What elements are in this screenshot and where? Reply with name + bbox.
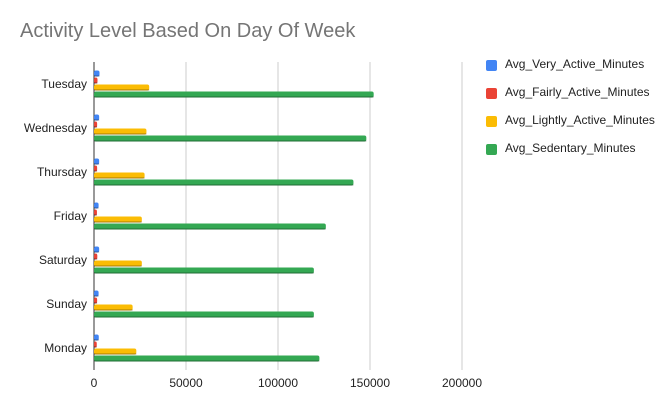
bar-shadow xyxy=(94,316,314,318)
category-labels: Tuesday Wednesday Thursday Friday Saturday Su… xyxy=(24,77,87,355)
bar-shadow xyxy=(94,96,374,98)
bar xyxy=(94,179,354,186)
bar xyxy=(94,304,133,311)
legend-label: Avg_Lightly_Active_Minutes xyxy=(505,113,655,127)
bar-shadow xyxy=(94,214,97,216)
bar-shadow xyxy=(94,258,98,260)
bar-shadow xyxy=(94,353,137,355)
bar xyxy=(94,91,374,98)
bar-shadow xyxy=(94,82,98,84)
bar-shadow xyxy=(94,360,320,362)
bar xyxy=(94,84,150,91)
gridlines xyxy=(93,62,463,370)
bars xyxy=(94,70,374,362)
bar-shadow xyxy=(94,133,147,135)
bar-shadow xyxy=(94,75,100,77)
bar xyxy=(94,355,320,362)
legend-swatch xyxy=(486,116,497,127)
legend-item: Avg_Sedentary_Minutes xyxy=(486,141,666,156)
bar xyxy=(94,297,98,304)
chart-title: Activity Level Based On Day Of Week xyxy=(20,20,356,42)
bar-shadow xyxy=(94,309,133,311)
category-label: Wednesday xyxy=(24,121,87,135)
category-label: Tuesday xyxy=(41,77,87,91)
bar xyxy=(94,172,145,179)
category-label: Saturday xyxy=(39,253,87,267)
bar-shadow xyxy=(94,140,367,142)
bar-shadow xyxy=(94,177,145,179)
bar xyxy=(94,114,100,121)
bar-shadow xyxy=(94,251,100,253)
legend-swatch xyxy=(486,60,497,71)
bar xyxy=(94,290,99,297)
legend-label: Avg_Sedentary_Minutes xyxy=(505,141,636,155)
bar xyxy=(94,253,98,260)
bar-shadow xyxy=(94,272,314,274)
bar xyxy=(94,128,147,135)
bar xyxy=(94,223,326,230)
bar xyxy=(94,311,314,318)
x-tick-label: 100000 xyxy=(258,376,298,390)
category-label: Thursday xyxy=(37,165,87,179)
bar-shadow xyxy=(94,170,98,172)
legend-item: Avg_Lightly_Active_Minutes xyxy=(486,113,666,128)
bar xyxy=(94,260,142,267)
bar-shadow xyxy=(94,89,150,91)
bar xyxy=(94,165,98,172)
x-tick-label: 150000 xyxy=(350,376,390,390)
bar-shadow xyxy=(94,339,99,341)
legend-swatch xyxy=(486,144,497,155)
bar-shadow xyxy=(94,207,99,209)
bar xyxy=(94,77,98,84)
bar-shadow xyxy=(94,228,326,230)
bar-shadow xyxy=(94,163,100,165)
bar xyxy=(94,158,100,165)
bar-shadow xyxy=(94,295,99,297)
bar-shadow xyxy=(94,265,142,267)
legend-label: Avg_Fairly_Active_Minutes xyxy=(505,85,650,99)
bar xyxy=(94,348,137,355)
bar-shadow xyxy=(94,184,354,186)
bar xyxy=(94,267,314,274)
bar xyxy=(94,341,97,348)
legend-item: Avg_Very_Active_Minutes xyxy=(486,57,666,72)
legend-label: Avg_Very_Active_Minutes xyxy=(505,57,645,71)
bar xyxy=(94,216,142,223)
bar xyxy=(94,209,97,216)
legend-item: Avg_Fairly_Active_Minutes xyxy=(486,85,666,100)
category-label: Sunday xyxy=(46,297,87,311)
bar xyxy=(94,202,99,209)
x-tick-labels: 0 50000 100000 150000 200000 xyxy=(91,376,483,390)
bar-shadow xyxy=(94,346,97,348)
bar-shadow xyxy=(94,126,98,128)
bar xyxy=(94,70,100,77)
bar xyxy=(94,334,99,341)
x-tick-label: 0 xyxy=(91,376,98,390)
bar xyxy=(94,135,367,142)
category-label: Friday xyxy=(54,209,87,223)
category-label: Monday xyxy=(44,341,87,355)
legend: Avg_Very_Active_Minutes Avg_Fairly_Active… xyxy=(486,57,666,169)
bar xyxy=(94,246,100,253)
bar-shadow xyxy=(94,221,142,223)
bar xyxy=(94,121,98,128)
bar-shadow xyxy=(94,119,100,121)
bar-shadow xyxy=(94,302,98,304)
x-tick-label: 200000 xyxy=(442,376,482,390)
x-tick-label: 50000 xyxy=(169,376,203,390)
legend-swatch xyxy=(486,88,497,99)
